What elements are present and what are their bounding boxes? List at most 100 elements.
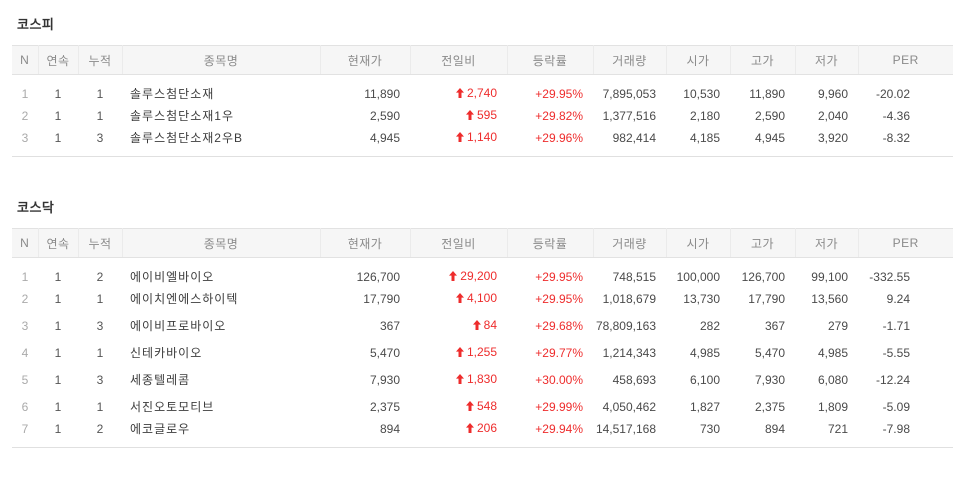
open-cell: 4,985 [689,345,720,360]
open-cell: 4,185 [689,130,720,145]
cumulative-cell: 3 [96,372,104,387]
col-header-volume: 거래량 [593,228,667,258]
open-cell: 100,000 [676,269,720,284]
price-cell: 2,375 [369,399,400,414]
stock-name-cell[interactable]: 솔루스첨단소재2우B [130,131,243,145]
high-cell: 11,890 [749,86,785,101]
table-row: 4 1 1 신테카바이오 5,470 1,255 +29.77% 1,214,3… [12,339,953,366]
rate-cell: +29.99% [535,399,583,414]
price-cell: 5,470 [369,345,400,360]
up-arrow-icon [455,346,464,360]
col-header-volume: 거래량 [593,45,667,75]
col-header-low: 저가 [795,228,859,258]
change-cell: 84 [410,312,507,339]
volume-cell: 78,809,163 [595,318,656,333]
rate-cell: +29.95% [535,269,583,284]
rate-cell: +29.95% [535,86,583,101]
stock-name-cell[interactable]: 에이비엘바이오 [130,270,215,284]
high-cell: 2,375 [754,399,785,414]
streak-cell: 1 [54,345,62,360]
stock-name-cell[interactable]: 에코글로우 [130,422,191,436]
low-cell: 13,560 [811,291,848,306]
stock-name-cell[interactable]: 솔루스첨단소재 [130,87,215,101]
per-cell: -5.55 [882,345,910,360]
stock-name-cell[interactable]: 솔루스첨단소재1우 [130,109,234,123]
kospi-section: 코스피 N 연속 누적 종목명 현재가 전일비 등락률 거래량 시가 고가 [12,14,953,157]
change-cell: 595 [410,102,507,129]
per-cell: -332.55 [869,269,910,284]
price-cell: 2,590 [369,108,400,123]
col-header-name: 종목명 [122,45,321,75]
change-cell: 206 [410,420,507,448]
col-header-open: 시가 [666,228,731,258]
per-cell: -12.24 [875,372,910,387]
cumulative-cell: 1 [96,86,104,101]
rank-cell: 4 [21,345,29,360]
low-cell: 9,960 [817,86,848,101]
change-cell: 548 [410,393,507,420]
col-header-cum: 누적 [78,45,123,75]
open-cell: 1,827 [689,399,720,414]
streak-cell: 1 [54,291,62,306]
col-header-rate: 등락률 [507,45,594,75]
col-header-change: 전일비 [410,45,508,75]
up-arrow-icon [449,270,458,284]
streak-cell: 1 [54,372,62,387]
rank-cell: 1 [21,86,29,101]
price-cell: 367 [379,318,400,333]
high-cell: 5,470 [754,345,785,360]
cumulative-cell: 2 [96,269,104,284]
price-cell: 894 [379,421,400,436]
high-cell: 894 [764,421,785,436]
col-header-cum: 누적 [78,228,123,258]
col-header-low: 저가 [795,45,859,75]
col-header-high: 고가 [730,228,796,258]
per-cell: -5.09 [882,399,910,414]
stock-name-cell[interactable]: 신테카바이오 [130,346,203,360]
col-header-per: PER [858,228,953,258]
up-arrow-icon [455,87,464,101]
streak-cell: 1 [54,399,62,414]
up-arrow-icon [455,292,464,306]
stock-name-cell[interactable]: 에이비프로바이오 [130,319,227,333]
price-cell: 4,945 [369,130,400,145]
streak-cell: 1 [54,421,62,436]
rate-cell: +29.82% [535,108,583,123]
high-cell: 2,590 [754,108,785,123]
rank-cell: 1 [21,269,29,284]
rate-cell: +29.68% [535,318,583,333]
price-cell: 7,930 [369,372,400,387]
cumulative-cell: 1 [96,345,104,360]
volume-cell: 458,693 [612,372,656,387]
col-header-n: N [12,45,39,75]
stock-name-cell[interactable]: 서진오토모티브 [130,400,215,414]
table-row: 2 1 1 에이치엔에스하이텍 17,790 4,100 +29.95% 1,0… [12,285,953,312]
up-arrow-icon [472,319,481,333]
header-row: N 연속 누적 종목명 현재가 전일비 등락률 거래량 시가 고가 저가 PER [12,45,953,75]
per-cell: -20.02 [875,86,910,101]
up-arrow-icon [455,373,464,387]
cumulative-cell: 2 [96,421,104,436]
col-header-open: 시가 [666,45,731,75]
stock-name-cell[interactable]: 에이치엔에스하이텍 [130,292,239,306]
stock-name-cell[interactable]: 세종텔레콤 [130,373,191,387]
col-header-name: 종목명 [122,228,321,258]
rank-cell: 3 [21,318,29,333]
table-row: 5 1 3 세종텔레콤 7,930 1,830 +30.00% 458,693 … [12,366,953,393]
col-header-per: PER [858,45,953,75]
change-cell: 1,255 [410,339,507,366]
table-row: 1 1 1 솔루스첨단소재 11,890 2,740 +29.95% 7,895… [12,75,953,103]
rank-cell: 6 [21,399,29,414]
up-arrow-icon [465,422,474,436]
up-arrow-icon [465,400,474,414]
open-cell: 730 [699,421,720,436]
change-cell: 29,200 [410,258,507,286]
rate-cell: +29.77% [535,345,583,360]
table-row: 1 1 2 에이비엘바이오 126,700 29,200 +29.95% 748… [12,258,953,286]
per-cell: -4.36 [882,108,910,123]
low-cell: 6,080 [817,372,848,387]
col-header-streak: 연속 [38,45,79,75]
table-row: 7 1 2 에코글로우 894 206 +29.94% 14,517,168 7… [12,420,953,448]
table-row: 3 1 3 에이비프로바이오 367 84 +29.68% 78,809,163… [12,312,953,339]
price-cell: 17,790 [363,291,400,306]
